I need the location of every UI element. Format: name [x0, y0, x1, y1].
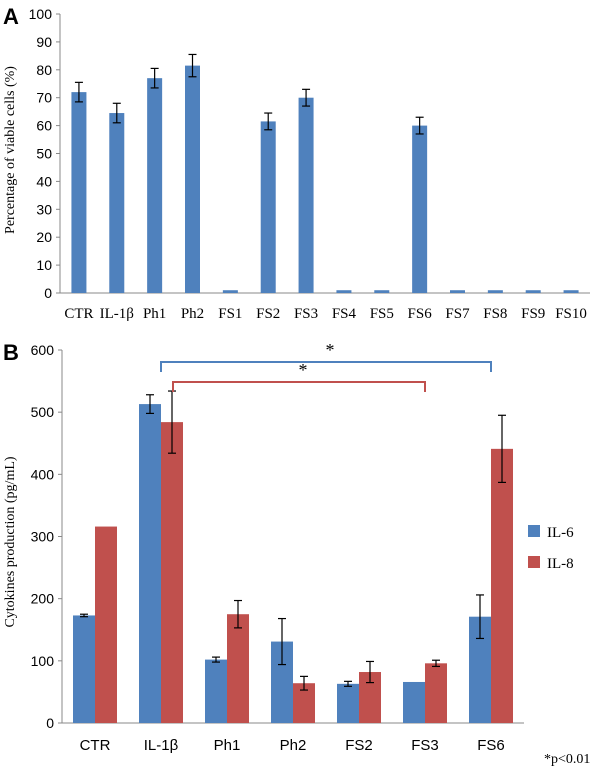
panel-b-category-label: IL-1β [144, 737, 179, 754]
panel-a-bar-fs2 [260, 121, 276, 293]
panel-b-ytick-label: 600 [31, 342, 55, 358]
panel-a-category-label: FS6 [408, 306, 433, 322]
legend-swatch-il8 [528, 556, 540, 568]
panel-a-ytick-label: 60 [36, 118, 52, 134]
panel-b-bar-il-6-il-1 [139, 404, 161, 723]
panel-a-ytick-label: 20 [36, 229, 52, 245]
panel-b-ylabel: Cytokines production (pg/mL) [3, 456, 18, 627]
panel-a-ytick-label: 80 [36, 62, 52, 78]
panel-b-bar-il-6-ph2 [271, 641, 293, 723]
panel-a-bar-fs8 [487, 290, 503, 293]
panel-a-ytick-label: 70 [36, 90, 52, 106]
panel-b-category-label: Ph2 [280, 737, 307, 754]
panel-b-bar-il-6-ph1 [205, 659, 227, 723]
panel-a-category-label: FS7 [445, 306, 470, 322]
panel-a-label: A [3, 4, 19, 29]
panel-b-category-label: CTR [80, 737, 111, 754]
panel-b-legend: IL-6 IL-8 [528, 525, 574, 572]
panel-b-bar-il-8-ph2 [293, 683, 315, 723]
panel-a-bar-ctr [71, 92, 87, 294]
panel-a-category-label: IL-1β [100, 306, 134, 322]
panel-a-bar-fs3 [298, 97, 314, 293]
panel-b-bar-il-6-fs3 [403, 681, 425, 723]
legend-swatch-il6 [528, 525, 540, 537]
panel-a-category-label: Ph2 [181, 306, 204, 322]
panel-a-bar-il-1 [109, 113, 125, 293]
panel-b-bar-il-6-ctr [73, 615, 95, 723]
panel-a-ytick-label: 100 [29, 6, 53, 22]
panel-b-category-label: FS6 [477, 737, 505, 754]
panel-a-bar-fs6 [412, 125, 428, 293]
panel-a-category-label: Ph1 [143, 306, 166, 322]
panel-b-category-label: FS3 [411, 737, 439, 754]
panel-b-ytick-label: 500 [31, 404, 55, 420]
panel-a-ytick-label: 40 [36, 173, 52, 189]
panel-a-category-label: FS4 [332, 306, 357, 322]
panel-a-bar-fs7 [450, 290, 465, 293]
panel-a-ytick-label: 30 [36, 201, 52, 217]
significance-star: * [299, 360, 308, 380]
panel-b-ytick-label: 100 [31, 653, 55, 669]
panel-a-category-label: FS3 [294, 306, 318, 322]
legend-label-il6: IL-6 [547, 525, 574, 541]
significance-bracket [160, 361, 492, 372]
panel-b-category-label: FS2 [345, 737, 373, 754]
panel-a-category-label: FS10 [555, 306, 587, 322]
panel-a-bar-fs5 [374, 290, 390, 293]
panel-a-category-label: FS9 [521, 306, 545, 322]
panel-b-bar-il-8-il-1 [161, 422, 183, 723]
panel-a-bar-fs4 [336, 290, 352, 293]
panel-a-ytick-label: 90 [36, 34, 52, 50]
panel-b-bar-il-8-fs3 [425, 663, 447, 723]
panel-b-label: B [3, 340, 19, 365]
panel-a-ylabel: Percentage of viable cells (%) [3, 66, 18, 234]
panel-a-plot: 0 10 20 30 40 50 60 70 80 90 100 CTR IL-1β Ph1 Ph2 FS1 F… [29, 6, 590, 322]
panel-a-bar-ph2 [185, 65, 200, 294]
panel-b-bar-il-8-fs6 [491, 448, 513, 723]
panel-a-ytick-label: 0 [44, 285, 52, 301]
panel-b-ytick-label: 300 [31, 529, 55, 545]
panel-a-bar-fs1 [222, 290, 238, 293]
panel-a-category-label: FS5 [370, 306, 394, 322]
legend-label-il8: IL-8 [547, 556, 574, 572]
panel-b-category-label: Ph1 [214, 737, 241, 754]
significance-star: * [326, 340, 335, 360]
panel-b-bar-il-8-fs2 [359, 672, 381, 723]
panel-b-ytick-label: 200 [31, 591, 55, 607]
panel-a-category-label: FS8 [483, 306, 507, 322]
panel-b-plot: 0 100 200 300 400 500 600 CTR IL-1β Ph1 Ph2 FS2 FS3 F… [31, 340, 524, 754]
panel-b-bar-il-8-ph1 [227, 614, 249, 723]
panel-a-category-label: FS1 [218, 306, 242, 322]
panel-a-bar-ph1 [147, 78, 163, 293]
panel-a-ytick-label: 50 [36, 146, 52, 162]
panel-a-bar-fs9 [525, 290, 541, 293]
panel-b-bar-il-8-ctr [95, 526, 117, 723]
panel-a-bar-fs10 [563, 290, 579, 293]
significance-note: *p<0.01 [544, 752, 590, 767]
significance-bracket [172, 381, 426, 392]
panel-a-category-label: CTR [64, 306, 93, 322]
panel-b-ytick-label: 400 [31, 466, 55, 482]
panel-b-bar-il-6-fs2 [337, 683, 359, 723]
panel-b-ytick-label: 0 [46, 715, 54, 731]
panel-a-ytick-label: 10 [36, 257, 52, 273]
panel-a-category-label: FS2 [256, 306, 280, 322]
panel-b-bar-il-6-fs6 [469, 616, 491, 723]
